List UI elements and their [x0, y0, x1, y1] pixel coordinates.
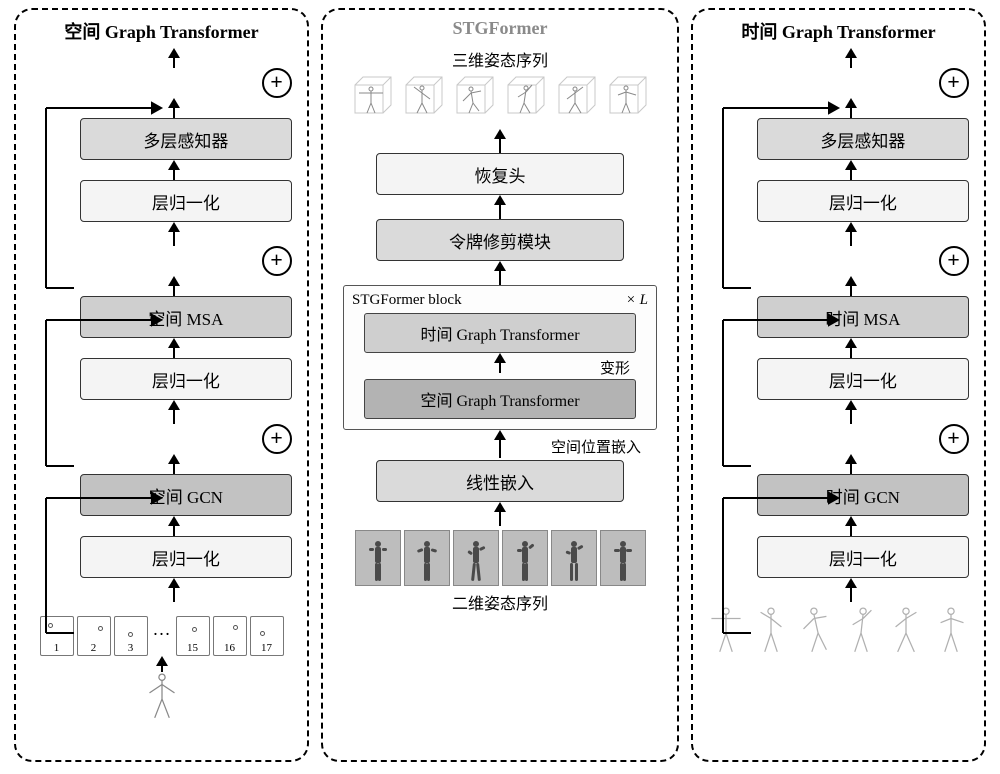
- pose3d-cube: [349, 73, 397, 121]
- arrow-icon: [845, 222, 857, 246]
- photo-frame: [355, 530, 401, 586]
- photo-frame: [502, 530, 548, 586]
- joint-box: 17: [250, 616, 284, 656]
- arrow-icon: [494, 353, 506, 373]
- spatial-graph-transformer-panel: 空间 Graph Transformer + 多层感知器 层归一化 + 空间 M…: [14, 8, 309, 762]
- pose3d-cube: [451, 73, 499, 121]
- bottom-caption: 二维姿态序列: [452, 590, 548, 614]
- residual-add-icon: +: [262, 68, 292, 98]
- arrow-icon: [845, 160, 857, 180]
- layernorm-block: 层归一化: [757, 536, 968, 578]
- arrow-icon: [168, 48, 180, 68]
- spatial-gcn-block: 空间 GCN: [80, 474, 291, 516]
- joint-box: 1: [40, 616, 74, 656]
- mlp-block: 多层感知器: [80, 118, 291, 160]
- residual-add-icon: +: [939, 246, 969, 276]
- stg-box-title: STGFormer block: [352, 292, 462, 309]
- arrow-icon: [494, 502, 506, 526]
- arrow-icon: [168, 516, 180, 536]
- layernorm-block: 层归一化: [757, 358, 968, 400]
- skeleton-input-strip: [703, 602, 974, 656]
- temporal-gt-block: 时间 Graph Transformer: [364, 313, 636, 353]
- spatial-msa-block: 空间 MSA: [80, 296, 291, 338]
- right-title: 时间 Graph Transformer: [741, 18, 935, 44]
- arrow-icon: [168, 98, 180, 118]
- temporal-gcn-block: 时间 GCN: [757, 474, 968, 516]
- skeleton-icon: [750, 606, 792, 656]
- arrow-icon: [168, 276, 180, 296]
- token-prune-block: 令牌修剪模块: [376, 219, 623, 261]
- stgformer-block-box: STGFormer block × L 时间 Graph Transformer…: [343, 285, 657, 430]
- temporal-msa-block: 时间 MSA: [757, 296, 968, 338]
- layernorm-block: 层归一化: [80, 180, 291, 222]
- arrow-icon: [845, 400, 857, 424]
- reshape-label: 变形: [600, 357, 630, 378]
- recover-head-block: 恢复头: [376, 153, 623, 195]
- arrow-icon: [845, 338, 857, 358]
- photo-frame: [404, 530, 450, 586]
- residual-add-icon: +: [939, 424, 969, 454]
- arrow-icon: [168, 160, 180, 180]
- joint-box: 3: [114, 616, 148, 656]
- top-caption: 三维姿态序列: [452, 47, 548, 71]
- arrow-icon: [168, 454, 180, 474]
- joint-box: 16: [213, 616, 247, 656]
- residual-add-icon: +: [939, 68, 969, 98]
- linear-embed-block: 线性嵌入: [376, 460, 623, 502]
- skeleton-icon: [705, 606, 747, 656]
- ellipsis-icon: …: [151, 619, 173, 640]
- arrow-icon: [156, 656, 168, 672]
- arrow-icon: [845, 516, 857, 536]
- arrow-icon: [168, 338, 180, 358]
- pos-embed-label: 空间位置嵌入: [551, 436, 641, 457]
- stg-box-mult: × L: [626, 292, 648, 309]
- mlp-block: 多层感知器: [757, 118, 968, 160]
- layernorm-block: 层归一化: [80, 536, 291, 578]
- skeleton-icon: [795, 606, 837, 656]
- arrow-icon: [494, 261, 506, 285]
- spatial-gt-block: 空间 Graph Transformer: [364, 379, 636, 419]
- layernorm-block: 层归一化: [757, 180, 968, 222]
- photo-frame: [600, 530, 646, 586]
- layernorm-block: 层归一化: [80, 358, 291, 400]
- pose2d-input-strip: [333, 526, 667, 586]
- pose3d-output-strip: [333, 73, 667, 129]
- skeleton-icon: [930, 606, 972, 656]
- arrow-icon: [494, 129, 506, 153]
- pose3d-cube: [553, 73, 601, 121]
- pose3d-cube: [502, 73, 550, 121]
- pose3d-cube: [400, 73, 448, 121]
- residual-add-icon: +: [262, 246, 292, 276]
- stgformer-panel: STGFormer 三维姿态序列 恢复头 令牌修剪模块 STGFormer bl…: [321, 8, 679, 762]
- arrow-icon: [168, 222, 180, 246]
- left-title: 空间 Graph Transformer: [64, 18, 258, 44]
- photo-frame: [551, 530, 597, 586]
- photo-frame: [453, 530, 499, 586]
- arrow-icon: [494, 430, 506, 458]
- skeleton-icon: [885, 606, 927, 656]
- temporal-graph-transformer-panel: 时间 Graph Transformer + 多层感知器 层归一化 + 时间 M…: [691, 8, 986, 762]
- arrow-icon: [494, 195, 506, 219]
- residual-add-icon: +: [262, 424, 292, 454]
- arrow-icon: [845, 276, 857, 296]
- arrow-icon: [845, 48, 857, 68]
- arrow-icon: [845, 454, 857, 474]
- joint-input-strip: 1 2 3 … 15 16 17: [26, 602, 297, 656]
- mid-title: STGFormer: [453, 18, 548, 39]
- joint-box: 15: [176, 616, 210, 656]
- arrow-icon: [845, 98, 857, 118]
- arrow-icon: [168, 400, 180, 424]
- skeleton-icon: [840, 606, 882, 656]
- arrow-icon: [845, 578, 857, 602]
- skeleton-icon: [141, 672, 183, 722]
- joint-box: 2: [77, 616, 111, 656]
- pose3d-cube: [604, 73, 652, 121]
- arrow-icon: [168, 578, 180, 602]
